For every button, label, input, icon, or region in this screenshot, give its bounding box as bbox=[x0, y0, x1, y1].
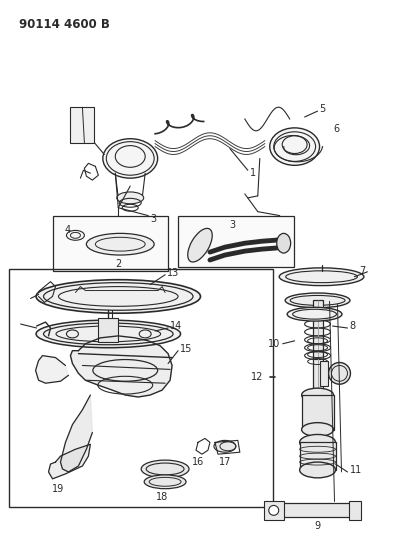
Text: 90114 4600 B: 90114 4600 B bbox=[18, 19, 110, 31]
Text: 19: 19 bbox=[52, 484, 64, 494]
Text: 9: 9 bbox=[314, 521, 321, 531]
Ellipse shape bbox=[329, 362, 351, 384]
Bar bbox=[9, 269, 273, 507]
Polygon shape bbox=[48, 445, 90, 479]
Text: 18: 18 bbox=[156, 491, 168, 502]
Bar bbox=[349, 500, 362, 520]
Text: 5: 5 bbox=[320, 104, 326, 114]
Text: 13: 13 bbox=[167, 268, 179, 278]
Ellipse shape bbox=[214, 440, 236, 452]
Text: 17: 17 bbox=[219, 457, 231, 467]
Ellipse shape bbox=[66, 230, 84, 240]
Ellipse shape bbox=[86, 233, 154, 255]
Text: 14: 14 bbox=[170, 321, 182, 331]
Ellipse shape bbox=[269, 505, 279, 515]
Text: 2: 2 bbox=[115, 259, 121, 269]
Text: 3: 3 bbox=[230, 220, 236, 230]
Text: 11: 11 bbox=[349, 465, 362, 475]
Ellipse shape bbox=[277, 233, 291, 253]
Ellipse shape bbox=[103, 139, 158, 178]
Bar bbox=[320, 360, 327, 386]
Bar bbox=[98, 318, 118, 342]
Text: 4: 4 bbox=[64, 225, 71, 236]
Ellipse shape bbox=[299, 462, 336, 478]
Text: 8: 8 bbox=[349, 321, 356, 331]
Ellipse shape bbox=[141, 460, 189, 478]
Bar bbox=[264, 500, 284, 520]
Ellipse shape bbox=[285, 293, 350, 308]
Ellipse shape bbox=[287, 308, 342, 321]
Bar bbox=[53, 216, 168, 271]
Bar bbox=[301, 395, 334, 430]
Text: 1: 1 bbox=[250, 168, 256, 179]
Ellipse shape bbox=[188, 228, 212, 262]
Ellipse shape bbox=[279, 268, 364, 286]
Text: 15: 15 bbox=[180, 344, 193, 354]
Ellipse shape bbox=[144, 475, 186, 489]
Ellipse shape bbox=[36, 320, 180, 348]
Text: 10: 10 bbox=[268, 339, 280, 349]
Ellipse shape bbox=[301, 423, 334, 437]
Ellipse shape bbox=[270, 128, 320, 165]
Ellipse shape bbox=[301, 388, 334, 402]
Bar bbox=[70, 107, 94, 143]
Text: 12: 12 bbox=[252, 372, 264, 382]
Text: 6: 6 bbox=[334, 124, 340, 134]
Ellipse shape bbox=[299, 434, 336, 450]
Polygon shape bbox=[70, 336, 172, 397]
Polygon shape bbox=[61, 395, 92, 472]
Text: 16: 16 bbox=[192, 457, 204, 467]
Bar bbox=[299, 442, 336, 470]
Bar bbox=[312, 301, 323, 389]
Ellipse shape bbox=[36, 280, 200, 313]
Text: 7: 7 bbox=[360, 266, 365, 276]
Ellipse shape bbox=[117, 192, 144, 204]
Bar bbox=[268, 504, 357, 518]
Polygon shape bbox=[36, 356, 68, 383]
Bar bbox=[178, 216, 294, 267]
Text: 3: 3 bbox=[150, 214, 156, 224]
